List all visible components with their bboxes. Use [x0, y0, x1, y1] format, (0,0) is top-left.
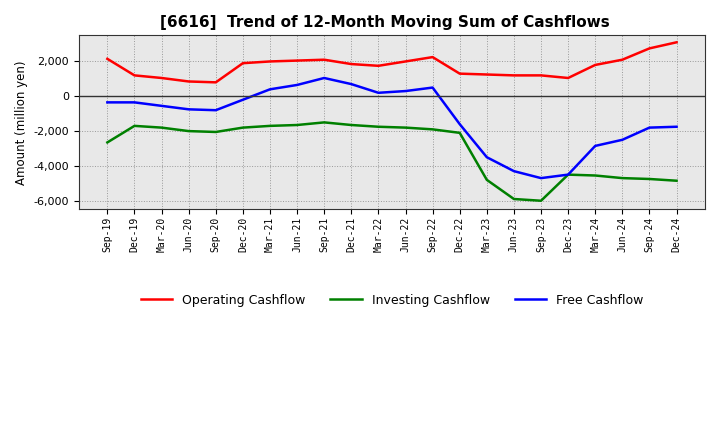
Free Cashflow	[618, 137, 626, 143]
Free Cashflow	[157, 103, 166, 109]
Line: Investing Cashflow: Investing Cashflow	[107, 122, 677, 201]
Investing Cashflow	[374, 124, 383, 129]
Operating Cashflow	[374, 63, 383, 69]
Operating Cashflow	[184, 79, 193, 84]
Line: Free Cashflow: Free Cashflow	[107, 78, 677, 178]
Operating Cashflow	[401, 59, 410, 64]
Investing Cashflow	[510, 196, 518, 202]
Free Cashflow	[482, 154, 491, 160]
Investing Cashflow	[293, 122, 302, 128]
Free Cashflow	[238, 97, 247, 103]
Free Cashflow	[672, 124, 681, 129]
Free Cashflow	[266, 87, 274, 92]
Investing Cashflow	[266, 123, 274, 128]
Investing Cashflow	[672, 178, 681, 183]
Operating Cashflow	[266, 59, 274, 64]
Investing Cashflow	[618, 176, 626, 181]
Free Cashflow	[374, 90, 383, 95]
Investing Cashflow	[645, 176, 654, 182]
Operating Cashflow	[212, 80, 220, 85]
Free Cashflow	[428, 85, 437, 90]
Operating Cashflow	[591, 62, 600, 68]
Investing Cashflow	[591, 173, 600, 178]
Text: [6616]  Trend of 12-Month Moving Sum of Cashflows: [6616] Trend of 12-Month Moving Sum of C…	[161, 15, 610, 30]
Investing Cashflow	[103, 140, 112, 145]
Operating Cashflow	[645, 46, 654, 51]
Operating Cashflow	[618, 57, 626, 62]
Operating Cashflow	[564, 75, 572, 81]
Operating Cashflow	[672, 40, 681, 45]
Investing Cashflow	[320, 120, 328, 125]
Operating Cashflow	[130, 73, 139, 78]
Free Cashflow	[510, 169, 518, 174]
Free Cashflow	[320, 75, 328, 81]
Free Cashflow	[184, 106, 193, 112]
Free Cashflow	[293, 82, 302, 88]
Investing Cashflow	[212, 129, 220, 135]
Investing Cashflow	[130, 123, 139, 128]
Free Cashflow	[401, 88, 410, 94]
Free Cashflow	[455, 121, 464, 127]
Free Cashflow	[212, 107, 220, 113]
Operating Cashflow	[238, 61, 247, 66]
Investing Cashflow	[428, 127, 437, 132]
Free Cashflow	[103, 100, 112, 105]
Operating Cashflow	[482, 72, 491, 77]
Investing Cashflow	[401, 125, 410, 130]
Operating Cashflow	[103, 56, 112, 62]
Investing Cashflow	[536, 198, 545, 203]
Operating Cashflow	[157, 75, 166, 81]
Line: Operating Cashflow: Operating Cashflow	[107, 42, 677, 82]
Operating Cashflow	[293, 58, 302, 63]
Free Cashflow	[130, 100, 139, 105]
Free Cashflow	[591, 143, 600, 149]
Investing Cashflow	[482, 177, 491, 183]
Free Cashflow	[564, 172, 572, 177]
Legend: Operating Cashflow, Investing Cashflow, Free Cashflow: Operating Cashflow, Investing Cashflow, …	[135, 289, 648, 312]
Y-axis label: Amount (million yen): Amount (million yen)	[15, 60, 28, 185]
Free Cashflow	[347, 81, 356, 87]
Operating Cashflow	[455, 71, 464, 76]
Operating Cashflow	[320, 57, 328, 62]
Free Cashflow	[536, 176, 545, 181]
Investing Cashflow	[157, 125, 166, 130]
Operating Cashflow	[510, 73, 518, 78]
Investing Cashflow	[455, 130, 464, 136]
Investing Cashflow	[347, 122, 356, 128]
Operating Cashflow	[536, 73, 545, 78]
Investing Cashflow	[184, 128, 193, 134]
Operating Cashflow	[347, 62, 356, 67]
Free Cashflow	[645, 125, 654, 130]
Investing Cashflow	[564, 172, 572, 177]
Operating Cashflow	[428, 55, 437, 60]
Investing Cashflow	[238, 125, 247, 130]
